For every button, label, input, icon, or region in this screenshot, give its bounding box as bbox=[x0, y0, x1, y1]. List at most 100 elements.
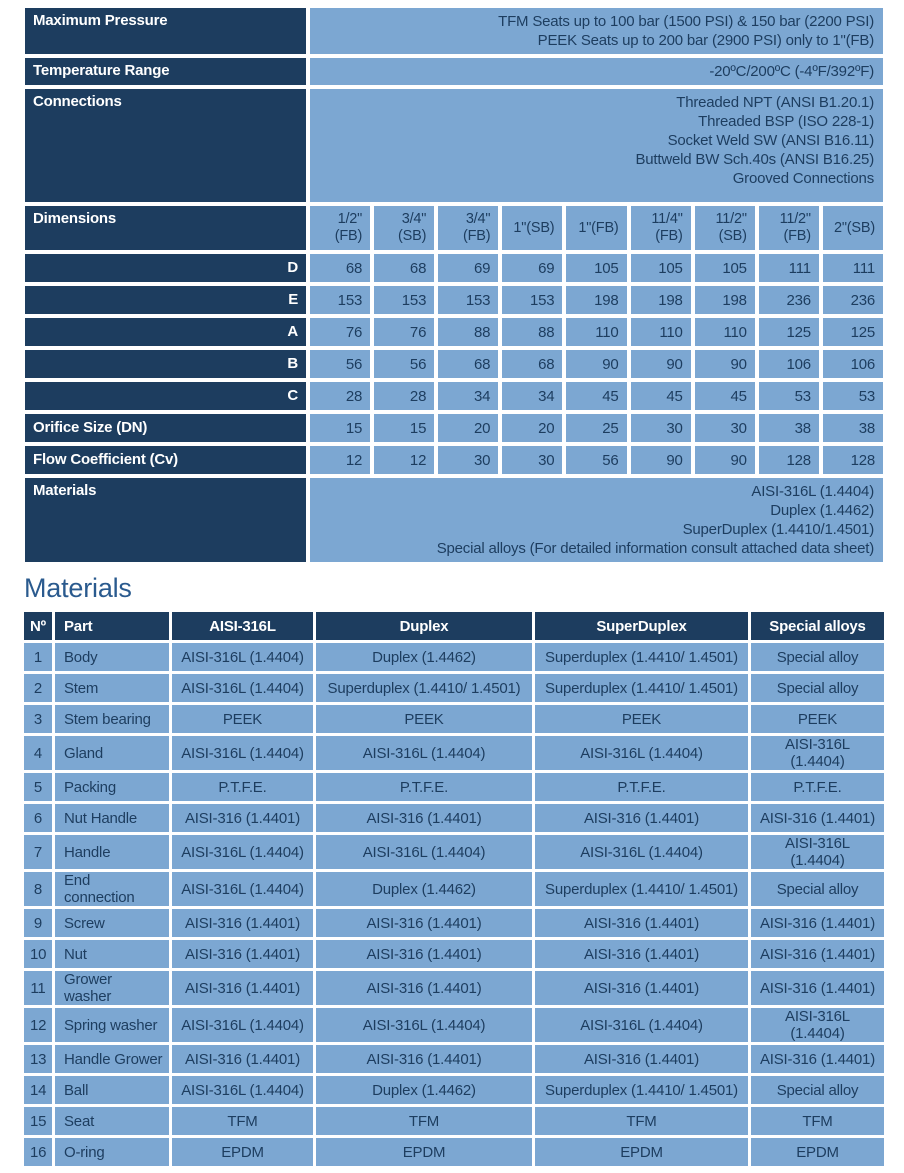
spec-line: Buttweld BW Sch.40s (ANSI B16.25) bbox=[635, 151, 874, 168]
spec-value-cell: 30 bbox=[694, 414, 755, 442]
materials-column-header: Special alloys bbox=[751, 612, 884, 640]
materials-row: 11 Grower washer AISI-316 (1.4401) AISI-316… bbox=[24, 971, 884, 1005]
materials-row: 16 O-ring EPDM EPDM EPDM EPDM bbox=[24, 1138, 884, 1166]
spec-value-cell: 30 bbox=[502, 446, 563, 474]
materials-cell-superduplex: AISI-316 (1.4401) bbox=[535, 1045, 748, 1073]
spec-row: B 56 56 68 68 90 90 90 106 106 bbox=[25, 350, 883, 378]
materials-column-header: Part bbox=[55, 612, 169, 640]
dimension-column-header: 1"(FB) bbox=[566, 206, 627, 250]
materials-cell-special-alloys: AISI-316 (1.4401) bbox=[751, 971, 884, 1005]
spec-value-cell: 76 bbox=[310, 318, 371, 346]
spec-value-cell: 153 bbox=[310, 286, 371, 314]
materials-cell-superduplex: AISI-316 (1.4401) bbox=[535, 971, 748, 1005]
spec-value-cell: 88 bbox=[502, 318, 563, 346]
materials-cell-aisi316l: AISI-316 (1.4401) bbox=[172, 940, 313, 968]
spec-line: TFM Seats up to 100 bar (1500 PSI) & 150… bbox=[498, 13, 874, 30]
spec-value-cell: 88 bbox=[438, 318, 499, 346]
spec-value-cell: 34 bbox=[502, 382, 563, 410]
spec-row: C 28 28 34 34 45 45 45 53 53 bbox=[25, 382, 883, 410]
spec-value-cell: 198 bbox=[630, 286, 691, 314]
spec-value-cell: 106 bbox=[822, 350, 883, 378]
materials-cell-duplex: AISI-316L (1.4404) bbox=[316, 835, 532, 869]
materials-cell-number: 11 bbox=[24, 971, 52, 1005]
spec-value-cell: 110 bbox=[694, 318, 755, 346]
materials-row: 15 Seat TFM TFM TFM TFM bbox=[24, 1107, 884, 1135]
materials-cell-special-alloys: AISI-316 (1.4401) bbox=[751, 804, 884, 832]
spec-value-cell: 69 bbox=[438, 254, 499, 282]
materials-row: 6 Nut Handle AISI-316 (1.4401) AISI-316 (1.… bbox=[24, 804, 884, 832]
spec-row-label: Maximum Pressure bbox=[25, 8, 306, 54]
spec-value-cell: 106 bbox=[758, 350, 819, 378]
spec-value-cell: 90 bbox=[630, 446, 691, 474]
spec-value-cell: 12 bbox=[310, 446, 371, 474]
spec-line: SuperDuplex (1.4410/1.4501) bbox=[682, 521, 875, 538]
spec-line: Grooved Connections bbox=[732, 170, 874, 187]
dimension-column-header: 11/4" (FB) bbox=[630, 206, 691, 250]
materials-cell-part: Nut bbox=[55, 940, 169, 968]
materials-cell-number: 5 bbox=[24, 773, 52, 801]
materials-cell-number: 16 bbox=[24, 1138, 52, 1166]
dimension-column-header: 3/4" (FB) bbox=[438, 206, 499, 250]
materials-cell-aisi316l: AISI-316L (1.4404) bbox=[172, 835, 313, 869]
materials-cell-superduplex: PEEK bbox=[535, 705, 748, 733]
materials-row: 9 Screw AISI-316 (1.4401) AISI-316 (1.4401)… bbox=[24, 909, 884, 937]
materials-cell-aisi316l: EPDM bbox=[172, 1138, 313, 1166]
materials-table-head: Nº Part AISI-316L Duplex SuperDuplex Special … bbox=[24, 612, 884, 640]
materials-cell-part: Body bbox=[55, 643, 169, 671]
spec-value-cell: 198 bbox=[694, 286, 755, 314]
spec-value-cell: 69 bbox=[502, 254, 563, 282]
spec-line: -20ºC/200ºC (-4ºF/392ºF) bbox=[709, 63, 874, 80]
spec-row: Connections Threaded NPT (ANSI B1.20.1) Th… bbox=[25, 89, 883, 202]
materials-cell-aisi316l: AISI-316L (1.4404) bbox=[172, 1008, 313, 1042]
spec-row-label: Dimensions bbox=[25, 206, 306, 250]
spec-value-cell: 68 bbox=[310, 254, 371, 282]
spec-row-label: E bbox=[25, 286, 306, 314]
materials-column-header: Nº bbox=[24, 612, 52, 640]
spec-row: Temperature Range -20ºC/200ºC (-4ºF/392ºF… bbox=[25, 58, 883, 85]
materials-cell-duplex: EPDM bbox=[316, 1138, 532, 1166]
materials-cell-duplex: AISI-316 (1.4401) bbox=[316, 909, 532, 937]
materials-cell-number: 14 bbox=[24, 1076, 52, 1104]
spec-value-cell: 236 bbox=[758, 286, 819, 314]
materials-cell-part: Stem bbox=[55, 674, 169, 702]
materials-cell-aisi316l: P.T.F.E. bbox=[172, 773, 313, 801]
materials-table: Nº Part AISI-316L Duplex SuperDuplex Special … bbox=[21, 609, 887, 1169]
spec-value-cell: 45 bbox=[566, 382, 627, 410]
spec-row-label: Orifice Size (DN) bbox=[25, 414, 306, 442]
materials-row: 5 Packing P.T.F.E. P.T.F.E. P.T.F.E. P.T.F.E. bbox=[24, 773, 884, 801]
materials-cell-duplex: Superduplex (1.4410/ 1.4501) bbox=[316, 674, 532, 702]
spec-row-label: Flow Coefficient (Cv) bbox=[25, 446, 306, 474]
spec-value-cell: 68 bbox=[374, 254, 435, 282]
materials-table-body: 1 Body AISI-316L (1.4404) Duplex (1.4462) Su… bbox=[24, 643, 884, 1166]
spec-row-label: Materials bbox=[25, 478, 306, 562]
spec-row: Materials AISI-316L (1.4404) Duplex (1.446… bbox=[25, 478, 883, 562]
spec-line: Duplex (1.4462) bbox=[770, 502, 874, 519]
materials-cell-number: 6 bbox=[24, 804, 52, 832]
materials-cell-special-alloys: AISI-316L (1.4404) bbox=[751, 1008, 884, 1042]
materials-cell-special-alloys: Special alloy bbox=[751, 872, 884, 906]
materials-cell-number: 12 bbox=[24, 1008, 52, 1042]
materials-cell-duplex: P.T.F.E. bbox=[316, 773, 532, 801]
dimension-header-line: (FB) bbox=[783, 228, 811, 244]
dimension-header-line: 1"(SB) bbox=[513, 219, 555, 236]
materials-cell-superduplex: TFM bbox=[535, 1107, 748, 1135]
dimension-header-line: (FB) bbox=[334, 228, 363, 244]
materials-cell-number: 8 bbox=[24, 872, 52, 906]
spec-row: D 68 68 69 69 105 105 105 111 111 bbox=[25, 254, 883, 282]
materials-row: 13 Handle Grower AISI-316 (1.4401) AISI-316… bbox=[24, 1045, 884, 1073]
spec-value-cell: 105 bbox=[630, 254, 691, 282]
materials-cell-part: Spring washer bbox=[55, 1008, 169, 1042]
dimension-header-line: (SB) bbox=[398, 228, 427, 244]
materials-cell-special-alloys: AISI-316 (1.4401) bbox=[751, 940, 884, 968]
materials-cell-superduplex: AISI-316L (1.4404) bbox=[535, 835, 748, 869]
dimension-header-line: 2"(SB) bbox=[833, 219, 875, 236]
materials-cell-superduplex: Superduplex (1.4410/ 1.4501) bbox=[535, 872, 748, 906]
materials-cell-part: Gland bbox=[55, 736, 169, 770]
materials-cell-special-alloys: P.T.F.E. bbox=[751, 773, 884, 801]
materials-cell-superduplex: AISI-316 (1.4401) bbox=[535, 940, 748, 968]
materials-cell-special-alloys: AISI-316 (1.4401) bbox=[751, 1045, 884, 1073]
materials-cell-part: Stem bearing bbox=[55, 705, 169, 733]
materials-cell-number: 1 bbox=[24, 643, 52, 671]
spec-row-label: B bbox=[25, 350, 306, 378]
materials-cell-part: Packing bbox=[55, 773, 169, 801]
